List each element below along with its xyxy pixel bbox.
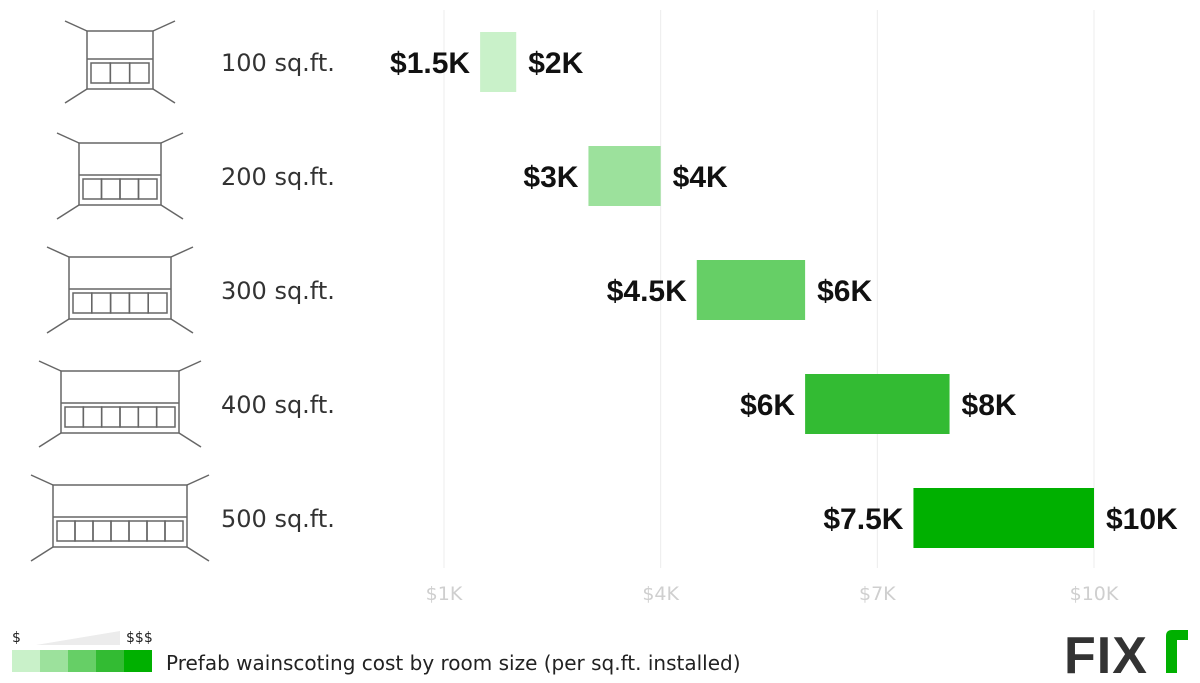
x-axis-ticks: $1K $4K $7K $10K xyxy=(426,583,1119,605)
legend-swatch xyxy=(68,650,96,672)
x-tick-label: $7K xyxy=(859,583,896,605)
x-tick-label: $10K xyxy=(1070,583,1119,605)
legend-swatch xyxy=(40,650,68,672)
legend-high-symbol: $$$ xyxy=(126,630,153,646)
high-value-label: $4K xyxy=(673,161,728,194)
x-tick-label: $1K xyxy=(426,583,463,605)
legend-swatches xyxy=(12,650,152,672)
high-value-label: $8K xyxy=(962,389,1017,422)
row-label: 500 sq.ft. xyxy=(221,505,335,533)
grid-lines xyxy=(443,10,1095,568)
row-label: 200 sq.ft. xyxy=(221,163,335,191)
logo-r-mark xyxy=(1166,630,1188,673)
row-label: 300 sq.ft. xyxy=(221,277,335,305)
room-panel-icon xyxy=(30,474,210,562)
range-bar xyxy=(696,260,806,320)
room-panel-icon xyxy=(38,360,202,448)
high-value-label: $6K xyxy=(817,275,872,308)
range-bar xyxy=(480,32,517,92)
row-label: 100 sq.ft. xyxy=(221,49,335,77)
high-value-label: $2K xyxy=(528,47,583,80)
legend-ramp xyxy=(36,631,120,645)
range-bar xyxy=(588,146,661,206)
room-icons xyxy=(30,20,210,562)
low-value-label: $6K xyxy=(740,389,795,422)
high-value-label: $10K xyxy=(1106,503,1178,536)
legend: $ $$$ Prefab wainscoting cost by room si… xyxy=(12,630,741,675)
room-panel-icon xyxy=(64,20,176,104)
low-value-label: $1.5K xyxy=(390,47,470,80)
x-tick-label: $4K xyxy=(642,583,679,605)
low-value-label: $3K xyxy=(523,161,578,194)
row-labels: 100 sq.ft. 200 sq.ft. 300 sq.ft. 400 sq.ft.… xyxy=(221,49,335,533)
room-panel-icon xyxy=(46,246,194,334)
legend-swatch xyxy=(12,650,40,672)
logo-text: FIX xyxy=(1064,627,1148,683)
range-bars: $1.5K $2K $3K $4K $4.5K $6K $6K $8K $7.5K $10K xyxy=(390,32,1178,548)
room-panel-icon xyxy=(56,132,184,220)
legend-swatch xyxy=(96,650,124,672)
legend-swatch xyxy=(124,650,152,672)
row-label: 400 sq.ft. xyxy=(221,391,335,419)
fixr-logo: FIX xyxy=(1064,627,1188,683)
low-value-label: $4.5K xyxy=(607,275,687,308)
range-bar xyxy=(805,374,950,434)
low-value-label: $7.5K xyxy=(823,503,903,536)
range-bar xyxy=(913,488,1094,548)
legend-low-symbol: $ xyxy=(12,630,21,646)
legend-caption: Prefab wainscoting cost by room size (pe… xyxy=(166,651,741,675)
